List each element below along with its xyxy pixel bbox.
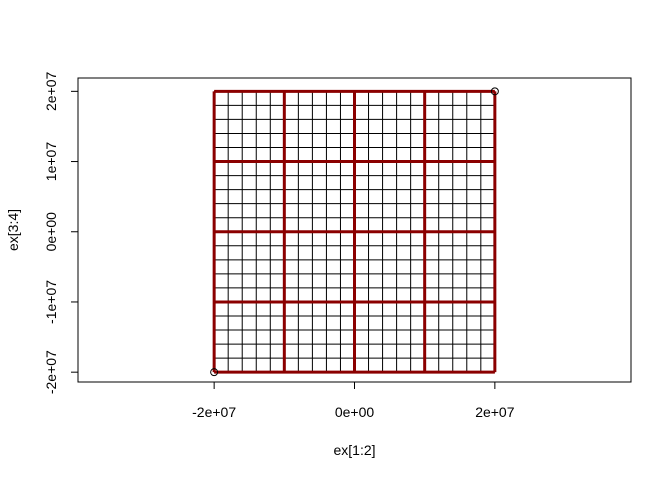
y-tick-label: 2e+07	[43, 71, 59, 111]
y-axis: -2e+07 -1e+07 0e+00 1e+07 2e+07	[43, 71, 79, 394]
data-point	[210, 368, 219, 377]
x-tick-label: 2e+07	[475, 404, 515, 420]
y-tick-label: -2e+07	[43, 350, 59, 394]
data-point	[490, 87, 499, 96]
x-axis: -2e+07 0e+00 2e+07	[192, 381, 515, 420]
x-tick-label: 0e+00	[335, 404, 375, 420]
y-tick-label: 0e+00	[43, 212, 59, 252]
x-tick-label: -2e+07	[192, 404, 236, 420]
coarse-grid	[212, 89, 497, 374]
y-tick-label: -1e+07	[43, 280, 59, 324]
points	[210, 87, 499, 377]
y-tick-label: 1e+07	[43, 142, 59, 182]
y-axis-label: ex[3:4]	[5, 209, 21, 251]
x-axis-label: ex[1:2]	[333, 442, 375, 458]
